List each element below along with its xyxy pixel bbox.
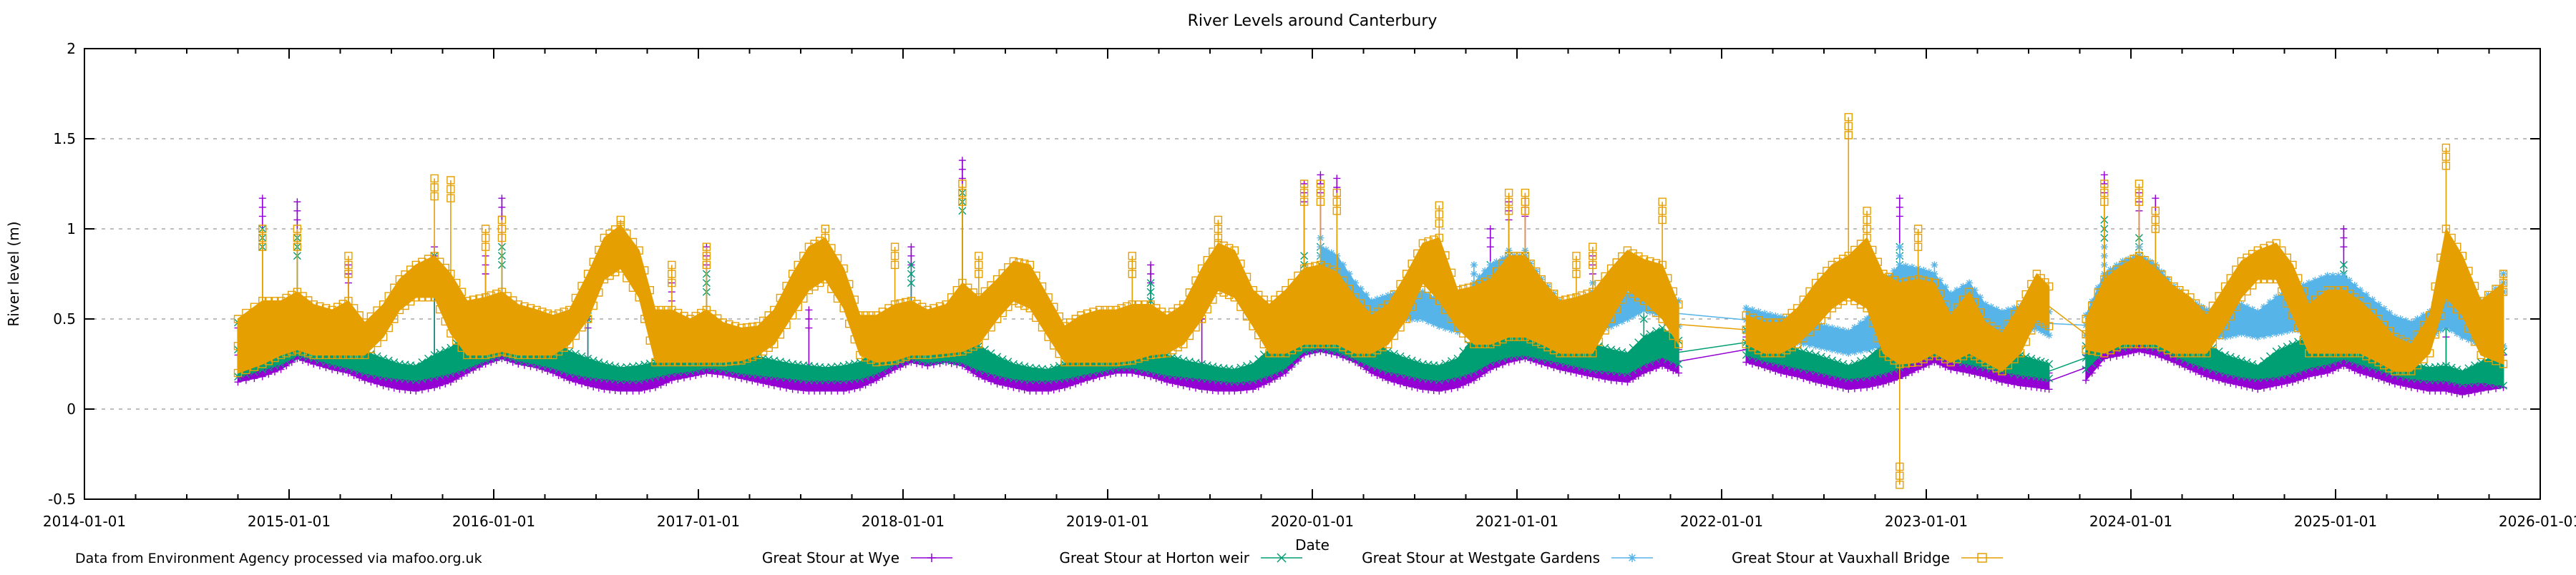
x-tick-label: 2026-01-01	[2499, 513, 2576, 530]
legend-item-great-stour-at-westgate-gardens: Great Stour at Westgate Gardens	[1362, 549, 1653, 566]
y-tick-label: 0	[67, 400, 76, 418]
x-tick-label: 2023-01-01	[1885, 513, 1968, 530]
series-mid-line	[238, 246, 1679, 347]
legend-item-great-stour-at-horton-weir: Great Stour at Horton weir	[1059, 549, 1302, 566]
data-series	[233, 113, 2508, 489]
legend-label: Great Stour at Westgate Gardens	[1362, 549, 1600, 566]
legend-label: Great Stour at Wye	[762, 549, 899, 566]
tick-labels: 2014-01-01 2015-01-01 2016-01-01 2017-01-01…	[43, 40, 2576, 530]
x-tick-label: 2018-01-01	[862, 513, 945, 530]
x-tick-label: 2024-01-01	[2089, 513, 2172, 530]
series-mid-line	[1745, 272, 2050, 353]
legend-square-marker-icon	[1977, 553, 1987, 563]
gap-connector-line	[1678, 313, 1747, 321]
x-tick-label: 2016-01-01	[452, 513, 535, 530]
y-axis-title: River level (m)	[5, 221, 22, 326]
x-tick-label: 2017-01-01	[657, 513, 740, 530]
x-tick-label: 2022-01-01	[1680, 513, 1763, 530]
x-tick-label: 2015-01-01	[248, 513, 331, 530]
series-markers	[233, 113, 2508, 489]
y-tick-label: 0.5	[53, 310, 76, 328]
y-tick-label: 1	[67, 220, 76, 237]
x-tick-label: 2025-01-01	[2294, 513, 2377, 530]
series-band	[1745, 237, 2050, 373]
legend-item-great-stour-at-wye: Great Stour at Wye	[762, 549, 952, 566]
legend-plus-marker-icon	[927, 554, 936, 562]
legend-label: Great Stour at Vauxhall Bridge	[1732, 549, 1950, 566]
y-tick-label: 1.5	[53, 130, 76, 147]
gap-connector-line	[2049, 367, 2087, 382]
x-tick-label: 2019-01-01	[1066, 513, 1149, 530]
gap-connector-line	[1678, 342, 1747, 353]
y-tick-label: 2	[67, 40, 76, 57]
gap-connector-line	[1678, 349, 1747, 362]
gap-connector-line	[2049, 305, 2087, 335]
legend: Great Stour at Wye Great Stour at Horton …	[762, 549, 2003, 566]
y-tick-label: -0.5	[48, 491, 76, 508]
x-axis-title: Date	[1295, 536, 1330, 554]
x-tick-label: 2014-01-01	[43, 513, 126, 530]
legend-cross-marker-icon	[1277, 553, 1287, 563]
attribution: Data from Environment Agency processed v…	[75, 551, 482, 566]
series-great-stour-at-vauxhall-bridge	[233, 113, 2508, 489]
gap-connector-line	[2049, 357, 2087, 372]
series-band	[237, 224, 1679, 374]
chart-title: River Levels around Canterbury	[1188, 12, 1438, 30]
series-mid-line	[2085, 260, 2504, 359]
axes	[84, 48, 2541, 500]
x-tick-label: 2021-01-01	[1475, 513, 1558, 530]
gap-connector-line	[2049, 323, 2087, 326]
gap-connector-line	[1678, 323, 1747, 330]
x-tick-label: 2020-01-01	[1271, 513, 1354, 530]
legend-label: Great Stour at Horton weir	[1059, 549, 1249, 566]
legend-asterisk-marker-icon	[1628, 554, 1636, 562]
legend-item-great-stour-at-vauxhall-bridge: Great Stour at Vauxhall Bridge	[1732, 549, 2003, 566]
